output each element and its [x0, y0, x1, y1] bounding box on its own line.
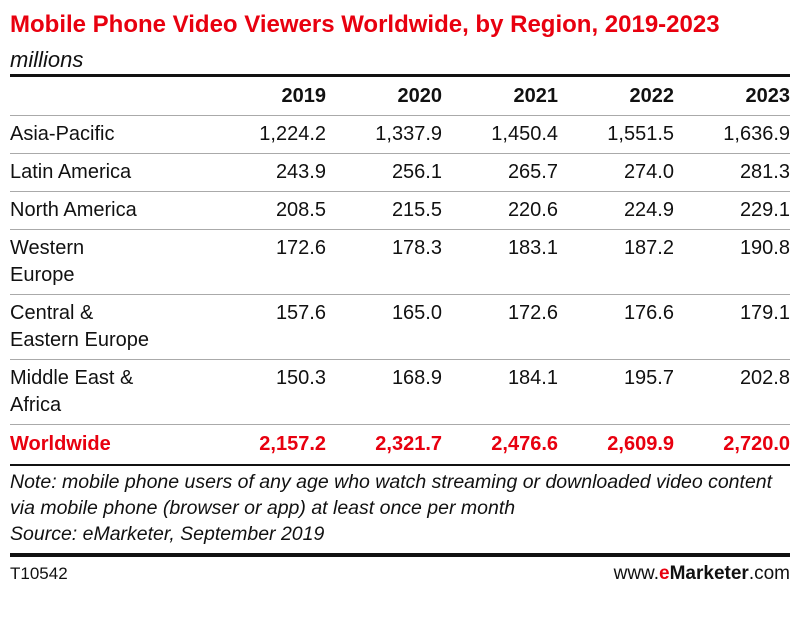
logo-prefix: www.: [613, 563, 660, 584]
cell-value: 256.1: [326, 153, 442, 192]
cell-value: 224.9: [558, 191, 674, 230]
cell-value: 1,450.4: [442, 115, 558, 154]
logo-brand: Marketer: [669, 563, 749, 584]
chart-subtitle: millions: [10, 47, 84, 72]
row-label: North America: [10, 191, 210, 230]
table-row: Middle East & Africa 150.3 168.9 184.1 195.7 2…: [10, 359, 790, 425]
row-label: Asia-Pacific: [10, 115, 210, 154]
footer: T10542 www.eMarketer.com: [10, 557, 790, 593]
row-label: Latin America: [10, 153, 210, 192]
cell-value: 1,224.2: [210, 115, 326, 154]
column-header: 2020: [397, 85, 443, 107]
cell-value: 215.5: [326, 191, 442, 230]
total-row: Worldwide 2,157.2 2,321.7 2,476.6 2,609.9 2,7…: [10, 424, 790, 464]
cell-value: 2,476.6: [442, 424, 558, 464]
cell-value: 168.9: [326, 359, 442, 425]
cell-value: 2,609.9: [558, 424, 674, 464]
column-header: 2023: [745, 85, 791, 107]
cell-value: 1,551.5: [558, 115, 674, 154]
top-rule: [10, 74, 790, 77]
cell-value: 2,157.2: [210, 424, 326, 464]
cell-value: 202.8: [674, 359, 790, 425]
cell-value: 179.1: [674, 294, 790, 360]
row-label: Central & Eastern Europe: [10, 294, 210, 360]
chart-container: Mobile Phone Video Viewers Worldwide, by…: [10, 0, 790, 593]
cell-value: 243.9: [210, 153, 326, 192]
table-bottom-rule: [10, 464, 790, 466]
cell-value: 2,720.0: [674, 424, 790, 464]
column-header: 2022: [629, 85, 675, 107]
cell-value: 187.2: [558, 229, 674, 295]
cell-value: 165.0: [326, 294, 442, 360]
cell-value: 183.1: [442, 229, 558, 295]
cell-value: 274.0: [558, 153, 674, 192]
row-label: Middle East & Africa: [10, 359, 210, 425]
row-label: Western Europe: [10, 229, 210, 295]
cell-value: 265.7: [442, 153, 558, 192]
chart-id: T10542: [10, 564, 68, 583]
source-text: Source: eMarketer, September 2019: [10, 523, 325, 545]
cell-value: 157.6: [210, 294, 326, 360]
cell-value: 1,337.9: [326, 115, 442, 154]
column-header: 2019: [281, 85, 327, 107]
header-row: 2019 2020 2021 2022 2023: [10, 77, 791, 116]
cell-value: 176.6: [558, 294, 674, 360]
chart-note: Note: mobile phone users of any age who …: [10, 466, 790, 553]
table-row: Western Europe 172.6 178.3 183.1 187.2 190.8: [10, 229, 790, 295]
table-row: Asia-Pacific 1,224.2 1,337.9 1,450.4 1,551.5…: [10, 115, 790, 154]
note-text: Note: mobile phone users of any age who …: [10, 471, 773, 519]
table-row: Central & Eastern Europe 157.6 165.0 172.6 17…: [10, 294, 790, 360]
cell-value: 150.3: [210, 359, 326, 425]
cell-value: 178.3: [326, 229, 442, 295]
chart-title: Mobile Phone Video Viewers Worldwide, by…: [10, 11, 720, 38]
logo-e: e: [659, 563, 670, 584]
table-row: Latin America 243.9 256.1 265.7 274.0 281.3: [10, 153, 790, 192]
cell-value: 195.7: [558, 359, 674, 425]
cell-value: 229.1: [674, 191, 790, 230]
cell-value: 190.8: [674, 229, 790, 295]
cell-value: 184.1: [442, 359, 558, 425]
emarketer-logo: www.eMarketer.com: [614, 563, 790, 585]
cell-value: 2,321.7: [326, 424, 442, 464]
table-row: North America 208.5 215.5 220.6 224.9 229.1: [10, 191, 790, 230]
footer-rule: [10, 553, 790, 557]
cell-value: 281.3: [674, 153, 790, 192]
data-table: 2019 2020 2021 2022 2023 Asia-Pacific 1,224.2…: [10, 77, 790, 464]
row-label: Worldwide: [10, 424, 210, 464]
cell-value: 220.6: [442, 191, 558, 230]
header-blank: [10, 77, 210, 116]
cell-value: 1,636.9: [674, 115, 790, 154]
cell-value: 208.5: [210, 191, 326, 230]
cell-value: 172.6: [210, 229, 326, 295]
cell-value: 172.6: [442, 294, 558, 360]
column-header: 2021: [513, 85, 559, 107]
logo-suffix: .com: [748, 563, 790, 584]
